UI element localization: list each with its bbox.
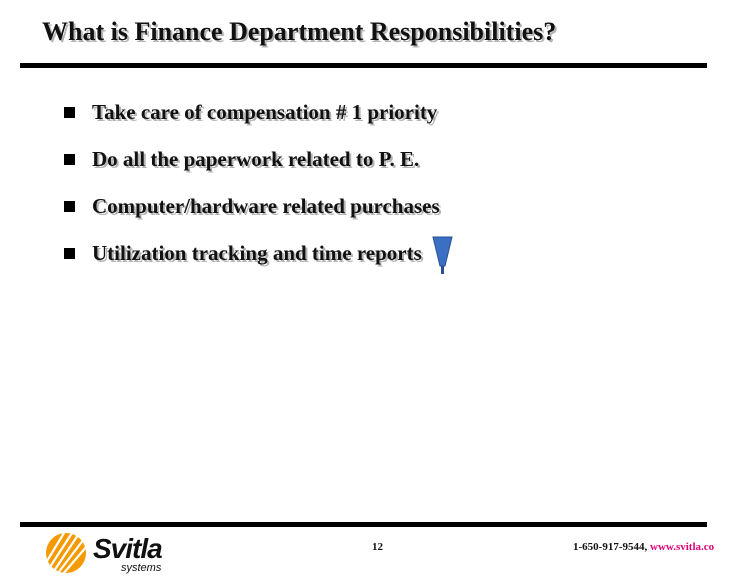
square-bullet-icon	[64, 154, 75, 165]
company-logo: Svitla systems	[44, 531, 184, 575]
square-bullet-icon	[64, 201, 75, 212]
title-divider	[20, 63, 707, 68]
phone-number: 1-650-917-9544,	[573, 541, 648, 553]
logo-subtitle: systems	[121, 562, 162, 574]
slide-title: What is Finance Department Responsibilit…	[42, 17, 557, 46]
website-link[interactable]: www.svitla.co	[650, 541, 715, 553]
bullet-text: Take care of compensation # 1 priority	[92, 100, 438, 124]
bullet-text: Do all the paperwork related to P. E.	[92, 147, 420, 171]
contact-info: 1-650-917-9544, www.svitla.co	[573, 541, 714, 553]
footer-divider	[20, 522, 707, 527]
square-bullet-icon	[64, 248, 75, 259]
bullet-text: Utilization tracking and time reports	[92, 241, 422, 265]
square-bullet-icon	[64, 107, 75, 118]
pointer-cursor-icon	[432, 236, 453, 274]
page-number: 12	[372, 541, 383, 553]
bullet-text: Computer/hardware related purchases	[92, 194, 440, 218]
sun-rays-logo-icon	[46, 532, 88, 575]
logo-wordmark: Svitla	[93, 533, 163, 564]
